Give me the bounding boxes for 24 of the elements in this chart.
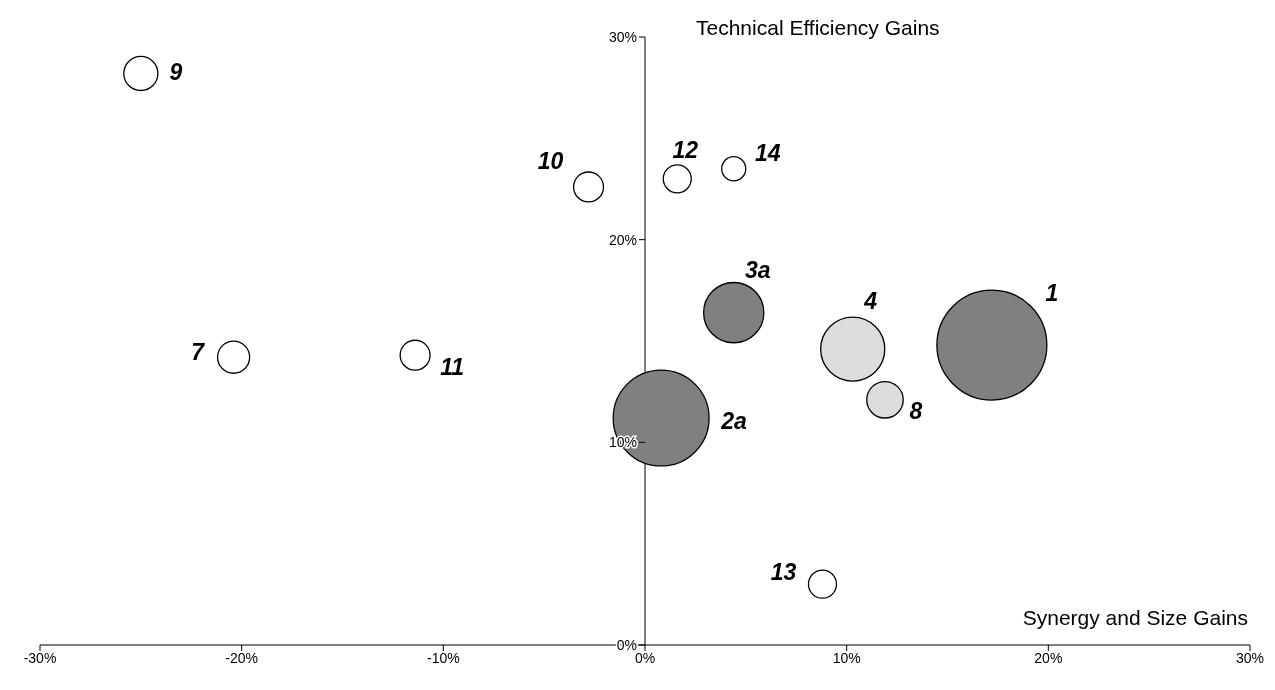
x-tick-label: -10%	[426, 649, 460, 666]
annotation: 12	[672, 136, 699, 163]
annotation: 3a	[744, 256, 771, 283]
y-axis-title: Technical Efficiency Gains	[696, 16, 940, 40]
x-tick-label: 10%	[832, 649, 861, 666]
annotation: 14	[754, 139, 781, 166]
x-tick-label: 0%	[634, 649, 656, 666]
y-tick-label: 30%	[608, 29, 637, 45]
annotation: 11	[440, 354, 465, 381]
annotation: 1	[1045, 280, 1059, 307]
annotation: 13	[770, 559, 797, 586]
annotation: 2a	[720, 408, 748, 435]
y-tick-label: 20%	[608, 231, 637, 248]
annotation: 9	[169, 59, 183, 86]
annotation: 8	[909, 397, 923, 424]
annotation: 4	[863, 288, 878, 315]
annotation: 7	[191, 339, 206, 366]
x-tick-label: 30%	[1235, 649, 1265, 666]
x-axis-title: Synergy and Size Gains	[1022, 606, 1248, 630]
x-tick-label: -30%	[23, 649, 57, 666]
y-tick-label: 0%	[616, 637, 637, 653]
annotation: 10	[537, 147, 564, 174]
x-tick-label: 20%	[1034, 649, 1063, 666]
x-tick-label: -20%	[225, 649, 259, 666]
